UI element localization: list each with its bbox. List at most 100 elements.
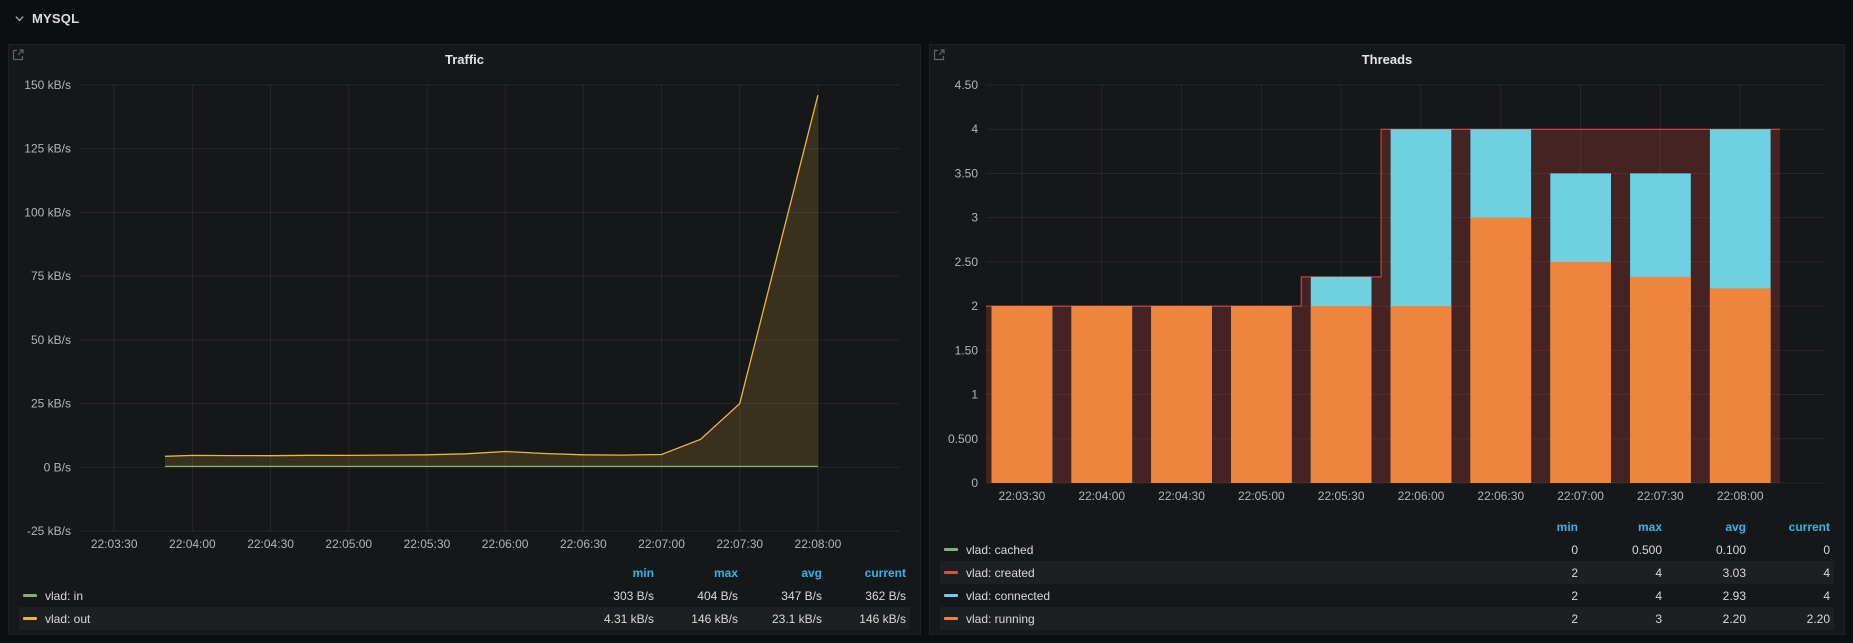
svg-text:22:04:30: 22:04:30 <box>247 537 294 551</box>
legend-value: 4.31 kB/s <box>603 611 654 626</box>
svg-text:75 kB/s: 75 kB/s <box>31 269 71 283</box>
svg-text:3.50: 3.50 <box>955 166 979 180</box>
svg-text:100 kB/s: 100 kB/s <box>24 205 71 219</box>
svg-text:22:05:00: 22:05:00 <box>325 537 372 551</box>
svg-text:2.50: 2.50 <box>955 255 979 269</box>
legend-series-values: 303 B/s 404 B/s 347 B/s 362 B/s <box>570 589 906 603</box>
legend-series-label[interactable]: vlad: running <box>944 612 1494 626</box>
svg-text:22:07:30: 22:07:30 <box>1637 489 1684 503</box>
legend-value: 2.93 <box>1722 588 1746 603</box>
svg-text:22:05:30: 22:05:30 <box>1318 489 1365 503</box>
legend-value: 2 <box>1571 611 1578 626</box>
legend-value: 2.20 <box>1806 611 1830 626</box>
legend-value: 4 <box>1823 565 1830 580</box>
svg-text:150 kB/s: 150 kB/s <box>24 78 71 92</box>
legend-series-color-icon <box>944 571 958 574</box>
svg-text:22:06:00: 22:06:00 <box>482 537 529 551</box>
legend-column-header-min[interactable]: min <box>1556 519 1578 534</box>
row-title: MYSQL <box>32 10 80 26</box>
legend-column-header-min[interactable]: min <box>632 565 654 580</box>
legend-column-header-current[interactable]: current <box>864 565 906 580</box>
legend-column-header-avg[interactable]: avg <box>1725 519 1746 534</box>
svg-text:22:06:30: 22:06:30 <box>1477 489 1524 503</box>
svg-text:0: 0 <box>971 476 978 490</box>
legend-series-name: vlad: running <box>966 611 1035 626</box>
legend-series-values: 2 4 3.03 4 <box>1494 566 1830 580</box>
panel-link-icon[interactable] <box>933 48 947 62</box>
svg-text:22:08:00: 22:08:00 <box>1717 489 1764 503</box>
legend-series-label[interactable]: vlad: created <box>944 566 1494 580</box>
legend-series-label[interactable]: vlad: cached <box>944 543 1494 557</box>
legend-value: 3.03 <box>1722 565 1746 580</box>
svg-text:22:07:30: 22:07:30 <box>716 537 763 551</box>
legend-value: 4 <box>1655 588 1662 603</box>
panel-traffic: Traffic 150 kB/s 125 kB/s 100 kB/s 75 kB/s 5… <box>8 44 921 635</box>
legend-series-name: vlad: connected <box>966 588 1051 603</box>
legend-column-header-avg[interactable]: avg <box>801 565 822 580</box>
legend-column-header-current[interactable]: current <box>1788 519 1830 534</box>
svg-text:4: 4 <box>971 122 978 136</box>
legend-series-color-icon <box>944 594 958 597</box>
legend-series-color-icon <box>944 617 958 620</box>
legend-series-row: vlad: connected 2 4 2.93 4 <box>940 584 1834 607</box>
legend-series-color-icon <box>23 617 37 620</box>
legend-value: 4 <box>1655 565 1662 580</box>
legend-series-row: vlad: created 2 4 3.03 4 <box>940 561 1834 584</box>
legend-column-header-max[interactable]: max <box>1637 519 1662 534</box>
svg-text:125 kB/s: 125 kB/s <box>24 142 71 156</box>
legend-header-row: min max avg current <box>19 561 910 584</box>
panel-threads: Threads 0 0.500 1 1.50 2 2.50 3 3.50 4 4.50 22:03:… <box>929 44 1845 635</box>
legend-series-label[interactable]: vlad: connected <box>944 589 1494 603</box>
panel-link-icon[interactable] <box>12 48 26 62</box>
legend-series-row: vlad: cached 0 0.500 0.100 0 <box>940 538 1834 561</box>
legend-series-values: 2 4 2.93 4 <box>1494 589 1830 603</box>
legend-value: 0 <box>1571 542 1578 557</box>
legend-series-name: vlad: out <box>45 611 91 626</box>
legend-value: 2 <box>1571 565 1578 580</box>
panel-title-threads[interactable]: Threads <box>1361 51 1413 67</box>
legend-value: 146 kB/s <box>691 611 738 626</box>
svg-text:1: 1 <box>971 388 978 402</box>
legend-series-label[interactable]: vlad: out <box>23 612 570 626</box>
svg-text:0.500: 0.500 <box>948 432 978 446</box>
svg-text:22:08:00: 22:08:00 <box>795 537 842 551</box>
svg-text:22:03:30: 22:03:30 <box>999 489 1046 503</box>
legend-series-row: vlad: running 2 3 2.20 2.20 <box>940 607 1834 630</box>
legend-value: 2 <box>1571 588 1578 603</box>
legend-series-name: vlad: in <box>45 588 84 603</box>
traffic-graph[interactable]: 150 kB/s 125 kB/s 100 kB/s 75 kB/s 50 kB/s 25… <box>15 73 914 557</box>
svg-text:1.50: 1.50 <box>955 343 979 357</box>
svg-text:25 kB/s: 25 kB/s <box>31 397 71 411</box>
svg-text:22:05:00: 22:05:00 <box>1238 489 1285 503</box>
svg-text:22:04:00: 22:04:00 <box>169 537 216 551</box>
svg-text:22:07:00: 22:07:00 <box>1557 489 1604 503</box>
legend-series-values: 2 3 2.20 2.20 <box>1494 612 1830 626</box>
row-collapse-icon[interactable] <box>14 13 25 24</box>
legend-header-row: min max avg current <box>940 515 1834 538</box>
legend-header-cols: min max avg current <box>570 566 906 580</box>
panel-title-traffic[interactable]: Traffic <box>444 51 484 67</box>
svg-text:3: 3 <box>971 211 978 225</box>
svg-text:22:06:30: 22:06:30 <box>560 537 607 551</box>
threads-graph[interactable]: 0 0.500 1 1.50 2 2.50 3 3.50 4 4.50 22:03:30 22:04:… <box>936 73 1838 509</box>
legend-value: 303 B/s <box>613 588 654 603</box>
legend-value: 0.100 <box>1715 542 1746 557</box>
legend-series-row: vlad: in 303 B/s 404 B/s 347 B/s 362 B/s <box>19 584 910 607</box>
legend-series-label[interactable]: vlad: in <box>23 589 570 603</box>
legend-value: 404 B/s <box>697 588 738 603</box>
legend-series-color-icon <box>944 548 958 551</box>
svg-text:50 kB/s: 50 kB/s <box>31 333 71 347</box>
legend-series-values: 4.31 kB/s 146 kB/s 23.1 kB/s 146 kB/s <box>570 612 906 626</box>
svg-text:22:05:30: 22:05:30 <box>404 537 451 551</box>
legend-series-color-icon <box>23 594 37 597</box>
legend-value: 362 B/s <box>865 588 906 603</box>
svg-text:22:07:00: 22:07:00 <box>638 537 685 551</box>
legend-series-name: vlad: cached <box>966 542 1034 557</box>
legend-series-row: vlad: out 4.31 kB/s 146 kB/s 23.1 kB/s 146 k… <box>19 607 910 630</box>
dashboard-row-header[interactable]: MYSQL <box>0 0 1853 36</box>
legend-value: 4 <box>1823 588 1830 603</box>
legend-column-header-max[interactable]: max <box>713 565 738 580</box>
legend-value: 2.20 <box>1722 611 1746 626</box>
svg-text:22:06:00: 22:06:00 <box>1398 489 1445 503</box>
svg-text:22:04:30: 22:04:30 <box>1158 489 1205 503</box>
